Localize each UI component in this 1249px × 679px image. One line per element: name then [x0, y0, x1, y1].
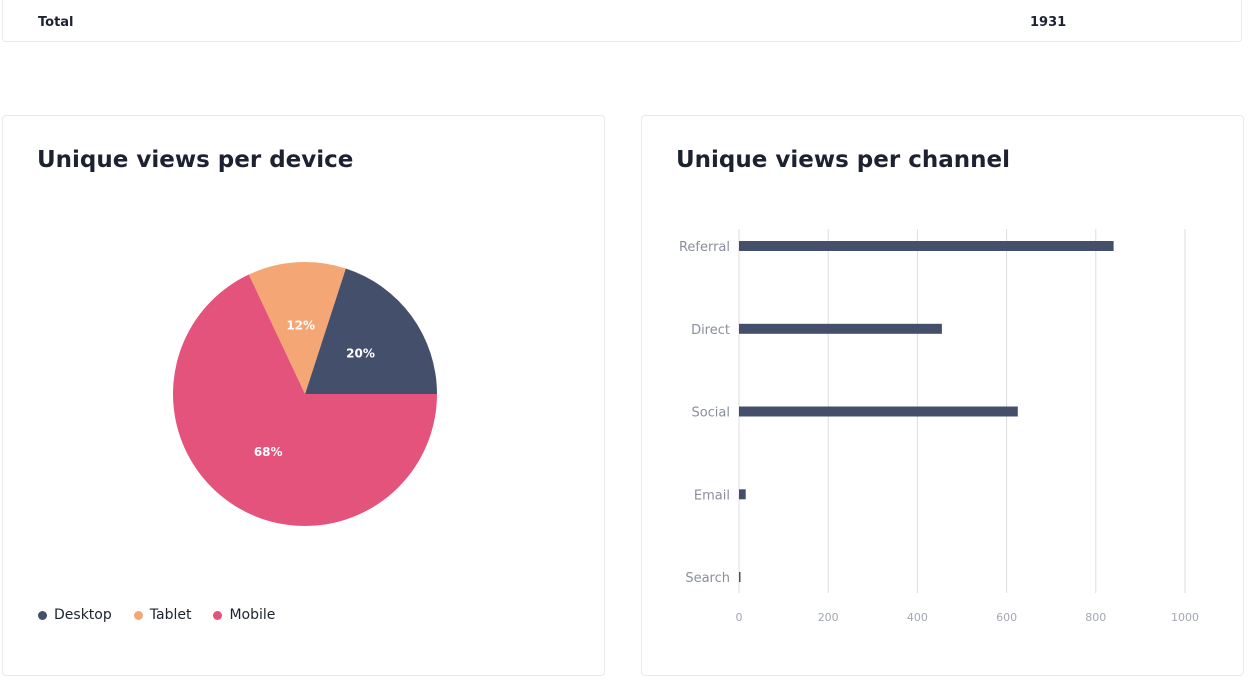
- pie-label-desktop: 20%: [346, 347, 375, 361]
- pie-slice-tablet[interactable]: [248, 261, 346, 394]
- x-tick-label: 0: [736, 611, 743, 624]
- device-chart-title: Unique views per device: [37, 147, 354, 173]
- x-tick-label: 400: [907, 611, 928, 624]
- x-tick-label: 1000: [1171, 611, 1199, 624]
- y-category-label: Referral: [679, 240, 730, 255]
- pie-slice-mobile[interactable]: [173, 274, 437, 526]
- y-category-label: Social: [691, 406, 730, 421]
- pie-label-tablet: 12%: [286, 319, 315, 333]
- channel-chart-title: Unique views per channel: [676, 147, 1010, 173]
- total-label: Total: [38, 15, 74, 30]
- total-row: Total 1931: [2, 0, 1242, 42]
- bar-social[interactable]: [739, 406, 1018, 417]
- bar-email[interactable]: [739, 489, 746, 500]
- y-category-label: Search: [685, 571, 730, 586]
- legend-dot-icon: [213, 610, 223, 620]
- legend-label: Mobile: [229, 607, 276, 623]
- legend-dot-icon: [38, 610, 47, 620]
- y-category-label: Email: [694, 488, 730, 503]
- legend-item-tablet[interactable]: Tablet: [133, 607, 192, 623]
- channel-card: Unique views per channel 0 200 400 600 800 10…: [641, 115, 1244, 676]
- x-tick-label: 800: [1085, 611, 1106, 624]
- pie-label-mobile: 68%: [254, 445, 283, 459]
- bar-search[interactable]: [739, 572, 741, 582]
- legend-label: Desktop: [54, 607, 112, 623]
- legend-item-desktop[interactable]: Desktop: [38, 607, 112, 623]
- device-legend: Desktop Tablet Mobile: [38, 607, 275, 623]
- bar-referral[interactable]: [739, 241, 1114, 251]
- device-card: Unique views per device 20% 12% 68% Deskto…: [2, 115, 605, 676]
- y-category-label: Direct: [691, 323, 730, 338]
- legend-dot-icon: [133, 610, 143, 620]
- channel-bar-chart: 0 200 400 600 800 1000 Referral Direct Social Ema…: [679, 229, 1199, 624]
- legend-label: Tablet: [149, 607, 192, 623]
- total-value: 1931: [1030, 15, 1067, 30]
- legend-item-mobile[interactable]: Mobile: [213, 607, 275, 623]
- device-pie-chart: 20% 12% 68%: [173, 261, 437, 526]
- bar-direct[interactable]: [739, 323, 942, 334]
- x-tick-label: 600: [996, 611, 1017, 624]
- x-tick-label: 200: [818, 611, 839, 624]
- pie-slice-desktop[interactable]: [305, 268, 437, 394]
